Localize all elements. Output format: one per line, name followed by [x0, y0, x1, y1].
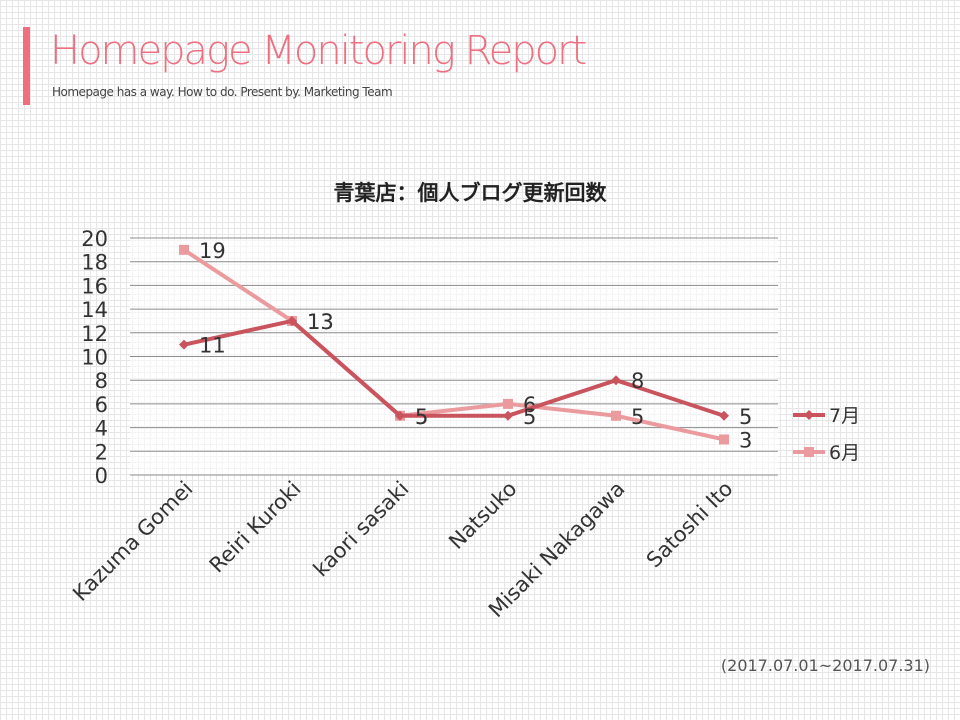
y-tick-label: 6 [95, 393, 108, 417]
legend-label: 7月 [829, 405, 860, 427]
data-label: 3 [739, 428, 752, 452]
page-subtitle: Homepage has a way. How to do. Present b… [52, 85, 393, 99]
y-tick-label: 4 [95, 417, 108, 441]
chart-grid [130, 237, 778, 476]
chart-legend: 7月 6月 [793, 405, 860, 464]
data-point [611, 375, 621, 386]
legend-label: 6月 [829, 442, 860, 464]
data-label: 5 [523, 405, 536, 429]
date-range-note: (2017.07.01~2017.07.31) [720, 656, 930, 675]
data-label: 5 [631, 405, 644, 429]
y-tick-label: 20 [81, 227, 108, 251]
y-tick-label: 2 [95, 440, 108, 464]
data-label: 13 [307, 310, 334, 334]
data-label: 5 [739, 405, 752, 429]
page-title: Homepage Monitoring Report [50, 28, 587, 74]
data-point [611, 410, 621, 421]
x-tick-label: kaori sasaki [309, 477, 414, 582]
data-point [395, 410, 405, 421]
series-line [183, 318, 725, 418]
data-point [503, 410, 513, 421]
data-point [179, 244, 189, 255]
y-tick-label: 14 [81, 298, 108, 322]
data-point [719, 410, 729, 421]
data-point [719, 434, 729, 445]
x-tick-label: Kazuma Gomei [68, 477, 197, 606]
x-tick-label: Natsuko [444, 477, 521, 554]
x-axis: Kazuma Gomei Reiri Kuroki kaori sasaki Nats… [68, 477, 737, 623]
y-tick-label: 18 [81, 251, 108, 275]
chart-title: 青葉店：個人ブログ更新回数 [334, 181, 608, 205]
legend-marker [804, 447, 814, 457]
y-tick-label: 12 [81, 322, 108, 346]
series-line [182, 248, 725, 442]
accent-bar [23, 27, 30, 105]
data-label: 13 [307, 310, 334, 334]
y-tick-label: 0 [95, 464, 108, 488]
data-point [287, 315, 297, 326]
data-label: 5 [415, 405, 428, 429]
x-tick-label: Reiri Kuroki [205, 477, 306, 578]
y-tick-label: 8 [95, 369, 108, 393]
data-point [179, 339, 189, 350]
data-label: 19 [199, 239, 226, 263]
data-label: 11 [199, 334, 226, 358]
y-tick-label: 16 [81, 274, 108, 298]
data-label: 8 [631, 369, 644, 393]
y-tick-label: 10 [81, 346, 108, 370]
x-tick-label: Satoshi Ito [642, 477, 738, 573]
data-point [503, 398, 513, 409]
legend-marker [804, 410, 814, 420]
